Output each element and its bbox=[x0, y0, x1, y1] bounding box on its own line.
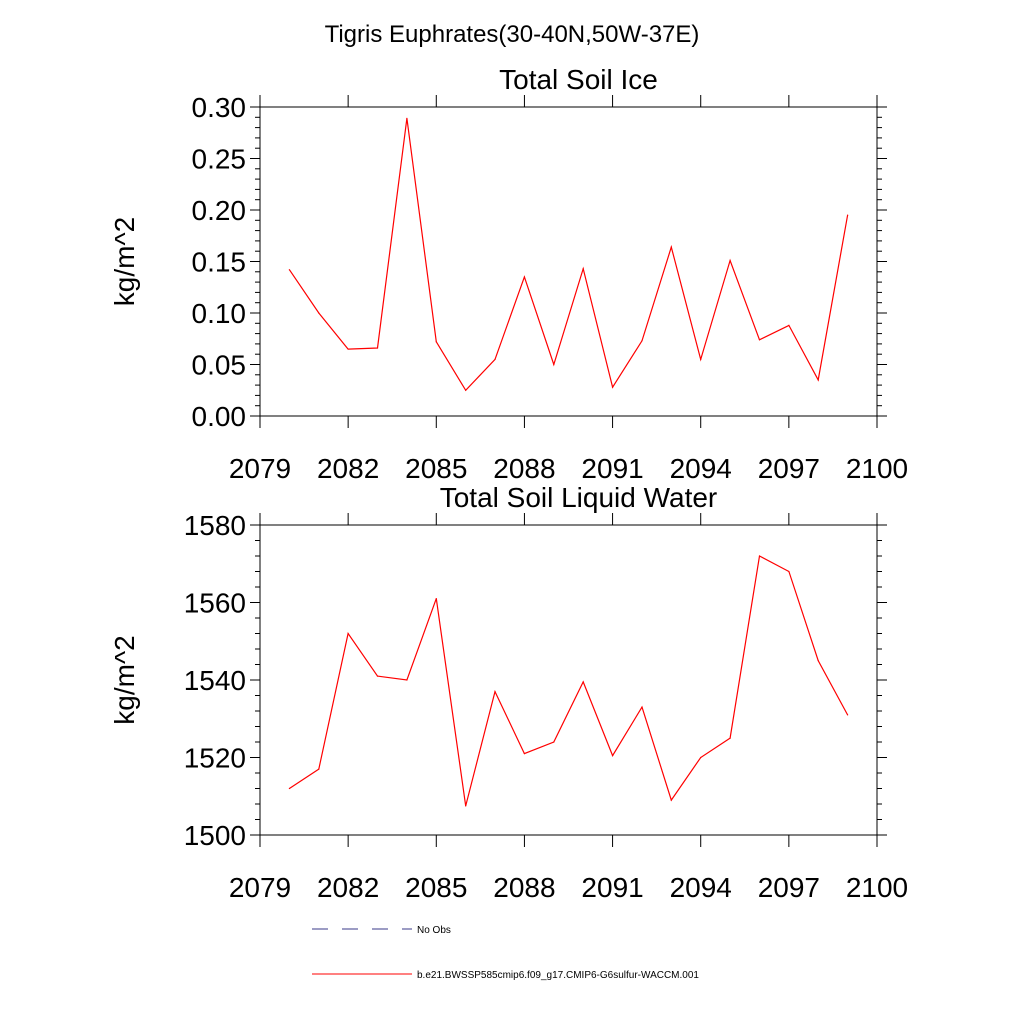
y-tick-label: 1500 bbox=[184, 820, 246, 851]
data-point bbox=[847, 214, 849, 216]
chart-panel-1: Total Soil Ice 0.00 0.05 0.10 0.15 0.20 0.25 0.… bbox=[109, 64, 908, 484]
x-tick-label: 2085 bbox=[405, 453, 467, 484]
data-point bbox=[611, 386, 614, 388]
chart-panel-2: Total Soil Liquid Water 1500 1520 1540 1560 1… bbox=[109, 482, 908, 903]
x-tick-label: 2085 bbox=[405, 872, 467, 903]
plot-frame bbox=[259, 524, 878, 836]
x-tick-label: 2100 bbox=[846, 872, 908, 903]
data-point bbox=[376, 347, 379, 349]
y-tick-label: 0.10 bbox=[192, 298, 247, 329]
x-tick-label: 2100 bbox=[846, 453, 908, 484]
data-point bbox=[288, 269, 290, 271]
y-tick-label: 1580 bbox=[184, 510, 246, 541]
data-point bbox=[729, 259, 731, 262]
x-tick-label: 2094 bbox=[670, 872, 732, 903]
y-axis-label: kg/m^2 bbox=[109, 217, 140, 306]
data-point bbox=[700, 756, 702, 759]
data-point bbox=[435, 598, 437, 600]
x-tick-label: 2079 bbox=[229, 872, 291, 903]
data-point bbox=[523, 276, 526, 278]
data-point bbox=[553, 741, 555, 743]
x-tick-label: 2082 bbox=[317, 453, 379, 484]
data-point bbox=[494, 691, 496, 693]
data-point bbox=[700, 358, 702, 360]
data-point bbox=[465, 389, 467, 391]
data-point bbox=[758, 339, 761, 341]
x-tick-label: 2097 bbox=[758, 453, 820, 484]
data-point bbox=[376, 675, 379, 677]
x-tick-label: 2091 bbox=[581, 872, 643, 903]
x-tick-label: 2079 bbox=[229, 453, 291, 484]
data-point bbox=[758, 555, 761, 557]
data-point bbox=[582, 268, 584, 270]
panel-title: Total Soil Ice bbox=[499, 64, 658, 95]
data-point bbox=[465, 805, 467, 807]
legend-label: b.e21.BWSSP585cmip6.f09_g17.CMIP6-G6sulf… bbox=[417, 970, 699, 981]
panel-title: Total Soil Liquid Water bbox=[440, 482, 718, 513]
data-point bbox=[670, 246, 672, 248]
data-point bbox=[435, 341, 437, 343]
data-point bbox=[847, 714, 849, 716]
page-title: Tigris Euphrates(30-40N,50W-37E) bbox=[325, 21, 700, 48]
data-point bbox=[553, 363, 555, 366]
y-tick-label: 0.30 bbox=[192, 92, 247, 123]
x-tick-label: 2097 bbox=[758, 872, 820, 903]
data-point bbox=[406, 679, 408, 681]
data-point bbox=[494, 358, 496, 360]
data-point bbox=[523, 753, 526, 755]
x-tick-label: 2088 bbox=[493, 872, 555, 903]
data-point bbox=[347, 348, 349, 350]
data-point bbox=[641, 706, 643, 708]
series-line bbox=[289, 555, 849, 807]
data-point bbox=[817, 660, 819, 662]
data-point bbox=[288, 787, 290, 790]
plot-frame bbox=[259, 106, 878, 417]
data-point bbox=[318, 768, 320, 770]
y-tick-label: 1560 bbox=[184, 588, 246, 619]
x-tick-label: 2094 bbox=[670, 453, 732, 484]
data-point bbox=[582, 681, 584, 683]
x-tick-label: 2082 bbox=[317, 872, 379, 903]
legend-label: No Obs bbox=[417, 925, 451, 936]
data-point bbox=[347, 632, 349, 635]
y-axis-label: kg/m^2 bbox=[109, 635, 140, 724]
y-tick-label: 0.00 bbox=[192, 401, 247, 432]
y-tick-label: 0.15 bbox=[192, 247, 247, 278]
data-point bbox=[670, 799, 672, 801]
y-tick-label: 0.05 bbox=[192, 350, 247, 381]
chart-panels: Total Soil Ice 0.00 0.05 0.10 0.15 0.20 0.25 0.… bbox=[109, 64, 908, 903]
data-point bbox=[641, 340, 643, 342]
data-point bbox=[729, 737, 731, 739]
data-point bbox=[817, 379, 819, 381]
legend-item: b.e21.BWSSP585cmip6.f09_g17.CMIP6-G6sulf… bbox=[312, 970, 699, 981]
data-point bbox=[318, 312, 320, 314]
y-tick-label: 1520 bbox=[184, 743, 246, 774]
data-point bbox=[611, 754, 614, 757]
data-point bbox=[788, 570, 790, 573]
legend: No Obs b.e21.BWSSP585cmip6.f09_g17.CMIP6-… bbox=[312, 925, 699, 981]
y-tick-label: 0.20 bbox=[192, 195, 247, 226]
series-line bbox=[288, 118, 849, 392]
y-tick-label: 1540 bbox=[184, 665, 246, 696]
x-tick-label: 2091 bbox=[581, 453, 643, 484]
data-point bbox=[788, 324, 790, 326]
legend-item: No Obs bbox=[312, 925, 451, 936]
y-tick-label: 0.25 bbox=[192, 144, 247, 175]
data-point bbox=[406, 117, 408, 119]
x-tick-label: 2088 bbox=[493, 453, 555, 484]
